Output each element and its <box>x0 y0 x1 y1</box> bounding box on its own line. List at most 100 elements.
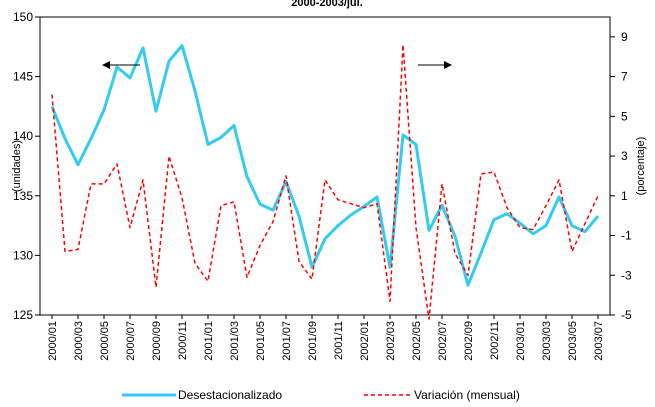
x-tick-label: 2003/01 <box>515 321 527 361</box>
data-point-desestacionalizado <box>493 218 495 220</box>
x-tick-label: 2002/05 <box>411 321 423 361</box>
data-point-variacion <box>506 207 508 209</box>
data-point-variacion <box>181 197 183 199</box>
x-tick-label: 2001/11 <box>333 321 345 360</box>
y-axis-left-label: (unidades) <box>11 140 23 192</box>
axis-arrow-right <box>418 61 452 69</box>
data-point-variacion <box>493 171 495 173</box>
data-point-desestacionalizado <box>350 214 352 216</box>
data-point-variacion <box>51 93 53 95</box>
data-point-desestacionalizado <box>207 143 209 145</box>
x-tick-label: 2003/03 <box>541 321 553 361</box>
data-point-variacion <box>155 286 157 288</box>
data-point-desestacionalizado <box>259 203 261 205</box>
data-point-desestacionalizado <box>584 230 586 232</box>
data-point-desestacionalizado <box>194 90 196 92</box>
data-point-desestacionalizado <box>181 44 183 46</box>
data-point-desestacionalizado <box>376 196 378 198</box>
data-point-variacion <box>207 280 209 282</box>
y-axis-right: -5 -3 -1 1 3 5 7 9 <box>610 30 632 322</box>
data-point-variacion <box>285 175 287 177</box>
data-point-desestacionalizado <box>324 238 326 240</box>
data-point-variacion <box>116 163 118 165</box>
data-point-variacion <box>272 220 274 222</box>
data-point-variacion <box>480 173 482 175</box>
x-tick-label: 2003/05 <box>567 321 579 361</box>
x-tick-label: 2001/05 <box>255 321 267 361</box>
data-point-variacion <box>441 183 443 185</box>
data-point-variacion <box>77 248 79 250</box>
y-left-tick-label: 135 <box>13 189 33 203</box>
data-point-desestacionalizado <box>233 124 235 126</box>
data-point-variacion <box>90 183 92 185</box>
series-layer <box>50 44 600 320</box>
data-point-desestacionalizado <box>415 143 417 145</box>
data-point-variacion <box>402 44 404 46</box>
legend-label-variacion: Variación (mensual) <box>414 388 520 402</box>
x-tick-label: 2000/01 <box>47 321 59 361</box>
data-point-variacion <box>558 179 560 181</box>
legend: Desestacionalizado Variación (mensual) <box>122 388 520 402</box>
data-point-variacion <box>129 226 131 228</box>
x-tick-label: 2000/03 <box>73 321 85 361</box>
data-point-variacion <box>428 318 430 320</box>
data-point-variacion <box>259 244 261 246</box>
x-tick-label: 2003/07 <box>593 321 605 361</box>
data-point-desestacionalizado <box>116 66 118 68</box>
y-right-tick-label: 9 <box>621 30 628 44</box>
data-point-variacion <box>519 226 521 228</box>
x-tick-label: 2002/01 <box>359 321 371 361</box>
data-point-variacion <box>467 274 469 276</box>
data-point-desestacionalizado <box>272 209 274 211</box>
y-right-tick-label: 5 <box>621 109 628 123</box>
data-point-variacion <box>246 276 248 278</box>
data-point-variacion <box>168 155 170 157</box>
x-tick-label: 2002/11 <box>489 321 501 360</box>
y-right-tick-label: -3 <box>621 268 632 282</box>
data-point-desestacionalizado <box>571 224 573 226</box>
data-point-variacion <box>415 226 417 228</box>
data-point-desestacionalizado <box>467 284 469 286</box>
data-point-desestacionalizado <box>402 134 404 136</box>
data-point-variacion <box>194 262 196 264</box>
data-point-variacion <box>571 250 573 252</box>
data-point-variacion <box>324 179 326 181</box>
data-point-variacion <box>389 300 391 302</box>
data-point-desestacionalizado <box>441 204 443 206</box>
legend-label-desestacionalizado: Desestacionalizado <box>178 388 282 402</box>
y-right-tick-label: 7 <box>621 70 628 84</box>
data-point-variacion <box>532 228 534 230</box>
x-tick-label: 2001/09 <box>307 321 319 361</box>
data-point-desestacionalizado <box>103 109 105 111</box>
x-tick-label: 2002/07 <box>437 321 449 361</box>
x-tick-label: 2000/05 <box>99 321 111 361</box>
x-tick-label: 2001/07 <box>281 321 293 361</box>
y-left-tick-label: 140 <box>13 129 33 143</box>
data-point-desestacionalizado <box>168 60 170 62</box>
x-tick-label: 2000/11 <box>177 321 189 360</box>
data-point-desestacionalizado <box>129 77 131 79</box>
data-point-variacion <box>545 205 547 207</box>
y-right-tick-label: 1 <box>621 189 628 203</box>
data-point-desestacionalizado <box>90 137 92 139</box>
data-point-variacion <box>298 260 300 262</box>
x-tick-label: 2002/03 <box>385 321 397 361</box>
x-tick-label: 2001/01 <box>203 321 215 361</box>
x-tick-label: 2000/07 <box>125 321 137 361</box>
data-point-desestacionalizado <box>142 47 144 49</box>
plot-area <box>39 16 611 316</box>
data-point-desestacionalizado <box>480 252 482 254</box>
axis-arrow-left <box>102 61 140 69</box>
data-point-variacion <box>64 250 66 252</box>
data-point-variacion <box>103 183 105 185</box>
y-right-tick-label: -5 <box>621 308 632 322</box>
data-point-variacion <box>597 195 599 197</box>
y-axis-right-label: (porcentaje) <box>635 137 647 196</box>
data-point-variacion <box>220 205 222 207</box>
data-point-desestacionalizado <box>246 176 248 178</box>
series-line-desestacionalizado <box>50 44 600 287</box>
y-left-tick-label: 150 <box>13 10 33 24</box>
chart-title: 2000-2003/jul. <box>291 0 363 9</box>
